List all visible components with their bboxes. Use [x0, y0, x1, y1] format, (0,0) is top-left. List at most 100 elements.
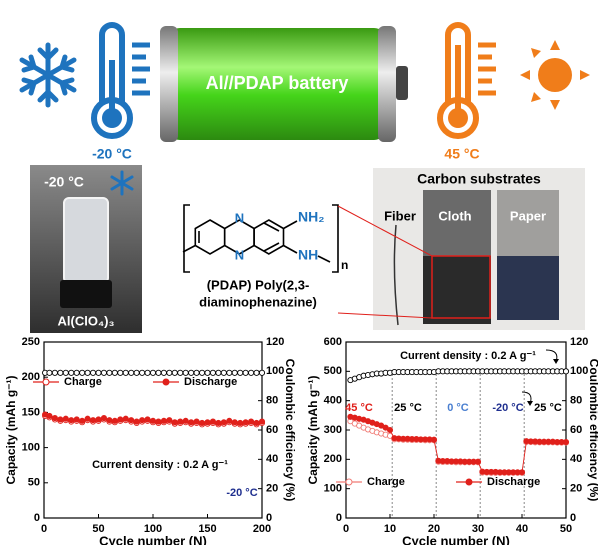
data-point: [166, 417, 173, 424]
data-point: [46, 412, 53, 419]
data-point: [430, 436, 438, 443]
legend-marker: [465, 478, 473, 486]
data-point: [258, 369, 266, 376]
data-point: [188, 369, 195, 376]
data-point: [155, 369, 162, 376]
data-point: [177, 369, 184, 376]
data-point: [215, 419, 222, 427]
data-point: [198, 369, 206, 376]
y-tick-label: 100: [22, 442, 40, 454]
substrate-label: Cloth: [438, 208, 471, 223]
structure-caption: (PDAP) Poly(2,3-: [207, 277, 310, 292]
y2-tick-label: 0: [266, 512, 272, 524]
data-point: [51, 369, 58, 376]
atom-label: NH₂: [298, 209, 324, 225]
data-point: [111, 417, 118, 424]
data-point: [84, 415, 91, 422]
data-point: [73, 416, 80, 423]
substrates-title: Carbon substrates: [417, 171, 541, 187]
series-line: [350, 420, 566, 474]
data-point: [90, 369, 97, 376]
data-point: [133, 418, 140, 425]
data-point: [128, 369, 135, 376]
substrates-photo: [373, 168, 585, 330]
y-tick-label: 150: [22, 406, 40, 418]
y-tick-label: 400: [324, 395, 342, 407]
data-point: [237, 419, 244, 427]
data-point: [171, 419, 178, 426]
data-point: [90, 417, 97, 424]
y2-tick-label: 40: [266, 453, 278, 465]
data-point: [68, 369, 75, 376]
annotation: 25 °C: [534, 402, 562, 414]
data-point: [198, 419, 206, 427]
data-point: [518, 469, 526, 476]
y-axis-label: Capacity (mAh g⁻¹): [306, 375, 320, 484]
y2-tick-label: 100: [266, 365, 284, 377]
data-point: [57, 416, 64, 423]
data-point: [171, 369, 178, 376]
data-point: [95, 369, 102, 376]
substrate-label: Fiber: [384, 208, 416, 223]
data-point: [46, 369, 53, 376]
data-point: [62, 415, 69, 422]
y2-axis-label: Coulombic efficiency (%): [587, 359, 598, 502]
data-point: [248, 418, 255, 425]
data-point: [242, 369, 249, 376]
data-point: [242, 419, 249, 426]
data-point: [253, 369, 260, 376]
connector-lines: [337, 205, 433, 319]
data-point: [204, 419, 211, 426]
cold-thermometer: [91, 22, 150, 139]
data-point: [215, 369, 222, 376]
vial-temp: -20 °C: [44, 174, 84, 190]
x-tick-label: 0: [41, 523, 47, 535]
battery-label: Al//PDAP battery: [206, 73, 349, 93]
data-point: [149, 417, 157, 424]
y-tick-label: 0: [34, 512, 40, 524]
data-point: [160, 417, 167, 424]
data-point: [204, 369, 211, 376]
data-point: [57, 369, 64, 376]
y-tick-label: 200: [22, 371, 40, 383]
data-point: [226, 417, 233, 424]
y2-tick-label: 20: [570, 483, 582, 495]
data-point: [100, 369, 107, 376]
y2-tick-label: 120: [266, 336, 284, 348]
annotation: Current density : 0.2 A g⁻¹: [92, 459, 228, 471]
battery: [160, 26, 408, 142]
data-point: [122, 369, 129, 376]
data-point: [220, 419, 227, 426]
x-tick-label: 50: [92, 523, 104, 535]
annotation: 0 °C: [447, 402, 469, 414]
structure-caption: diaminophenazine): [199, 294, 317, 309]
data-point: [51, 414, 58, 422]
electrolyte-photo: [30, 165, 142, 333]
y-tick-label: 300: [324, 424, 342, 436]
data-point: [84, 369, 91, 376]
y-tick-label: 500: [324, 365, 342, 377]
pdap-structure: [182, 204, 339, 273]
y2-tick-label: 0: [570, 512, 576, 524]
y2-tick-label: 100: [570, 365, 588, 377]
annotation: 45 °C: [345, 402, 373, 414]
y2-tick-label: 60: [266, 424, 278, 436]
x-tick-label: 200: [253, 523, 271, 535]
y2-tick-label: 80: [266, 395, 278, 407]
data-point: [253, 419, 260, 427]
data-point: [209, 418, 216, 425]
x-tick-label: 100: [144, 523, 162, 535]
data-point: [160, 369, 167, 376]
annotation: -20 °C: [226, 487, 257, 499]
data-point: [111, 369, 118, 376]
y2-tick-label: 20: [266, 483, 278, 495]
data-point: [193, 369, 200, 376]
data-point: [133, 369, 140, 376]
y-tick-label: 0: [336, 512, 342, 524]
data-point: [117, 416, 124, 423]
x-axis-label: Cycle number (N): [99, 533, 207, 545]
legend-marker: [42, 378, 50, 386]
x-axis-label: Cycle number (N): [402, 533, 510, 545]
annotation: -20 °C: [492, 402, 523, 414]
